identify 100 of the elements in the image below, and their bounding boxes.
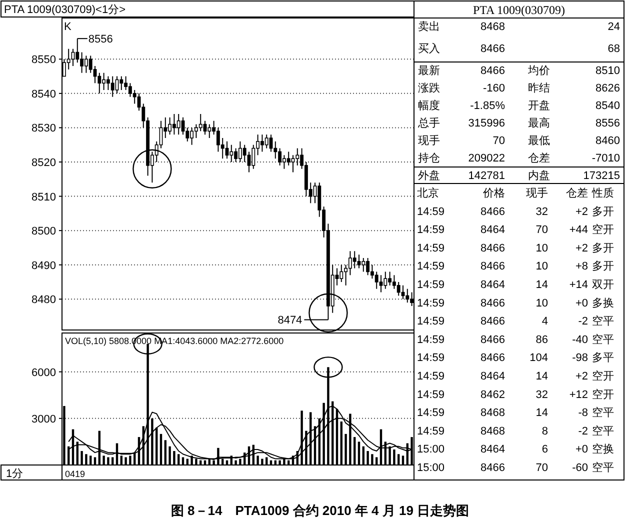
text: 14:59	[417, 388, 445, 401]
y-tick-label: 8500	[32, 226, 56, 238]
text: -160	[482, 82, 505, 94]
annotation: 8556	[88, 34, 113, 46]
text: 双开	[592, 279, 614, 291]
text: 持仓	[418, 152, 440, 164]
text: 8466	[480, 242, 505, 254]
text: 空平	[592, 314, 614, 328]
text: +2	[575, 370, 588, 382]
text: +0	[575, 297, 588, 310]
text: 70	[536, 462, 548, 474]
text: -98	[572, 352, 588, 364]
text: 68	[608, 43, 620, 55]
text: 北京	[417, 186, 439, 200]
text: 幅度	[418, 99, 440, 112]
text: 14:59	[417, 425, 445, 438]
text: -1.85%	[470, 100, 506, 112]
text: 0419	[65, 469, 86, 479]
text: 1分	[6, 468, 24, 480]
annotation: K	[64, 21, 72, 33]
text: 142781	[468, 170, 505, 182]
text: +8	[575, 260, 588, 273]
text: 8460	[596, 135, 620, 147]
text: 14	[536, 407, 548, 420]
text: 8540	[596, 100, 620, 112]
text: 8626	[596, 82, 620, 94]
text: 8466	[480, 297, 505, 310]
text: 15:00	[417, 444, 445, 456]
text: 10	[536, 242, 548, 254]
text: 8468	[480, 425, 505, 438]
text: +12	[569, 388, 588, 401]
text: 14:59	[417, 224, 445, 236]
text: 14:59	[417, 260, 445, 273]
text: +2	[575, 242, 588, 254]
text: PTA 1009(030709)	[472, 3, 566, 17]
text: 多开	[592, 206, 614, 218]
text: 70	[536, 224, 548, 236]
text: 空换	[592, 442, 614, 456]
y-tick-label: 8520	[32, 157, 56, 169]
text: 32	[536, 388, 548, 401]
text: 14	[536, 370, 548, 382]
text: 多平	[592, 352, 614, 364]
text: 8466	[480, 462, 505, 474]
text: 价格	[482, 188, 505, 200]
text: -7010	[592, 152, 620, 164]
text: 24	[608, 21, 620, 33]
text: 内盘	[528, 169, 550, 182]
text: 8466	[480, 43, 505, 55]
text: 多开	[592, 242, 614, 254]
text: 涨跌	[418, 82, 440, 94]
text: 14:59	[417, 352, 445, 364]
text: +44	[569, 224, 588, 236]
text: 仓差	[528, 152, 550, 164]
text: 多换	[592, 297, 614, 310]
y-tick-label: 3000	[32, 413, 56, 426]
text: 70	[492, 135, 505, 147]
text: 14:59	[417, 407, 445, 420]
text: 买入	[418, 42, 440, 55]
text: 空开	[592, 388, 614, 401]
text: 空平	[592, 332, 614, 346]
chart-title: PTA 1009(030709)<1分>	[4, 4, 126, 16]
text: 8464	[480, 444, 505, 456]
text: 10	[536, 260, 548, 273]
text: 最新	[418, 64, 440, 77]
text: 8464	[480, 279, 505, 291]
text: 315996	[468, 118, 505, 130]
text: 8466	[480, 206, 505, 218]
text: 10	[536, 297, 548, 310]
text: 空平	[592, 406, 614, 420]
text: 14:59	[417, 370, 445, 382]
text: 性质	[591, 186, 614, 200]
text: 14:59	[417, 242, 445, 254]
text: 14:59	[417, 206, 445, 218]
text: 14:59	[417, 297, 445, 310]
text: 104	[530, 352, 548, 364]
text: 8464	[480, 224, 505, 236]
y-tick-label: 8530	[32, 122, 56, 135]
text: -8	[578, 407, 588, 420]
text: 空平	[592, 424, 614, 438]
text: 14	[536, 279, 548, 291]
text: 仓差	[566, 188, 588, 200]
text: 8466	[480, 65, 505, 77]
text: 空开	[592, 370, 614, 382]
text: 8556	[596, 118, 620, 130]
text: -2	[578, 316, 588, 328]
text: 209022	[468, 152, 505, 164]
y-tick-label: 8510	[32, 191, 56, 204]
y-tick-label: 8540	[32, 88, 56, 100]
text: 14:59	[417, 334, 445, 346]
text: +2	[575, 206, 588, 218]
text: 14:59	[417, 279, 445, 291]
y-tick-label: 8550	[32, 54, 56, 66]
text: 卖出	[418, 20, 440, 33]
caption: 图 8－14 PTA1009 合约 2010 年 4 月 19 日走势图	[170, 503, 470, 518]
text: 总手	[417, 116, 440, 130]
annotation: 8474	[278, 314, 302, 327]
text: 8466	[480, 334, 505, 346]
text: 现手	[526, 186, 548, 200]
text: 8466	[480, 316, 505, 328]
text: 8462	[480, 388, 505, 401]
